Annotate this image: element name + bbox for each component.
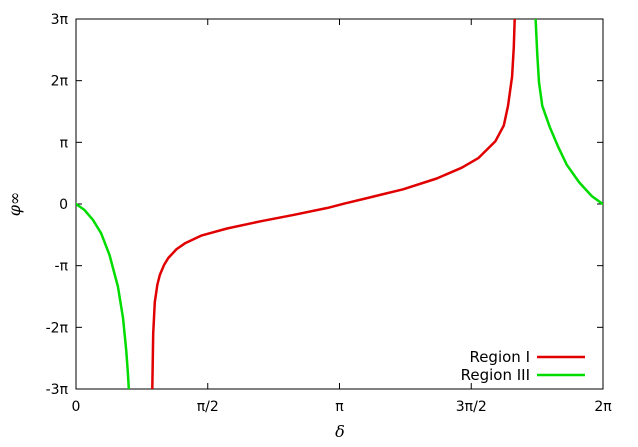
y-tick-label: 3π — [51, 12, 69, 28]
series-line-region-iii — [76, 202, 131, 389]
y-tick-label: -π — [55, 259, 69, 275]
x-tick-label: π/2 — [197, 399, 219, 415]
y-tick-label: π — [60, 135, 69, 151]
y-tick-label: 2π — [51, 74, 69, 90]
y-tick-label: -3π — [46, 382, 69, 398]
x-tick-label: 0 — [72, 399, 81, 415]
y-tick-label: 0 — [59, 197, 68, 213]
y-tick-label: -2π — [46, 320, 69, 336]
x-tick-label: 3π/2 — [456, 399, 487, 415]
legend-label-region-iii: Region III — [461, 366, 530, 384]
x-axis-label: δ — [335, 422, 345, 441]
y-axis-ticks: -3π -2π -π 0 π 2π 3π — [46, 12, 603, 398]
series-layer — [76, 19, 603, 389]
series-line-region-i — [151, 19, 516, 389]
x-tick-label: π — [335, 399, 344, 415]
y-axis-label: φ∞ — [5, 192, 24, 217]
series-line-region-iii — [534, 19, 603, 206]
x-tick-label: 2π — [594, 399, 612, 415]
legend-label-region-i: Region I — [469, 348, 530, 366]
x-axis-ticks: 0 π/2 π 3π/2 2π — [72, 19, 612, 415]
